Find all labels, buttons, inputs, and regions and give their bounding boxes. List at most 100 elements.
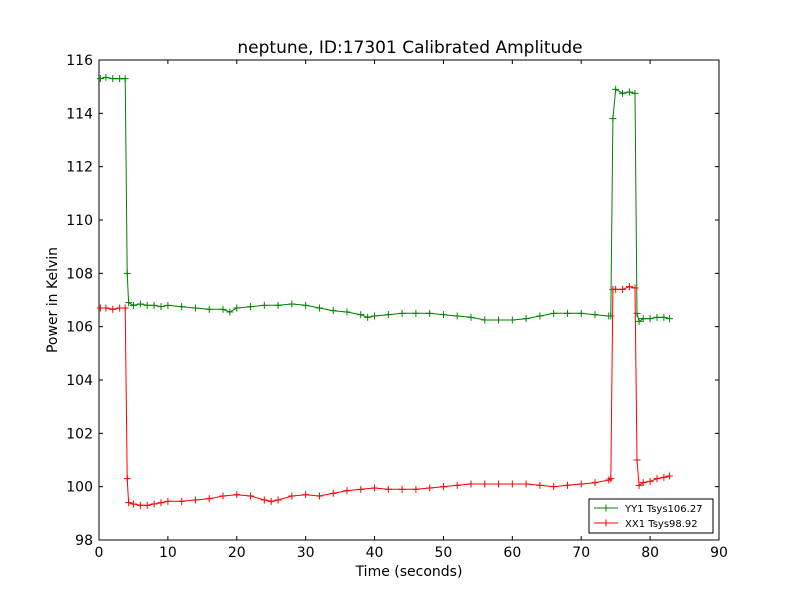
data-point <box>398 485 406 493</box>
data-point <box>121 75 129 83</box>
data-point <box>302 301 310 309</box>
data-point <box>495 316 503 324</box>
data-point <box>247 303 255 311</box>
data-point <box>467 313 475 321</box>
data-point <box>136 501 144 509</box>
data-point <box>635 481 643 489</box>
data-point <box>633 456 641 464</box>
data-point <box>607 312 615 320</box>
data-point <box>357 485 365 493</box>
data-point <box>129 301 137 309</box>
legend: YY1 Tsys106.27 XX1 Tsys98.92 <box>588 498 714 534</box>
data-point <box>96 75 104 83</box>
data-point <box>157 303 165 311</box>
data-point <box>288 300 296 308</box>
data-point <box>384 485 392 493</box>
plot-area <box>96 59 720 541</box>
data-point <box>412 485 420 493</box>
y-axis-label: Power in Kelvin <box>45 247 61 353</box>
x-tick-label: 80 <box>641 545 659 561</box>
data-point <box>591 479 599 487</box>
data-point <box>481 480 489 488</box>
data-point <box>233 304 241 312</box>
data-point <box>123 475 131 483</box>
x-tick-label: 60 <box>503 545 521 561</box>
data-point <box>315 492 323 500</box>
data-point <box>205 495 213 503</box>
data-point <box>635 317 643 325</box>
data-point <box>453 312 461 320</box>
data-point <box>274 496 282 504</box>
data-point <box>315 304 323 312</box>
y-tick-label: 108 <box>66 266 93 282</box>
data-point <box>343 487 351 495</box>
data-point <box>398 309 406 317</box>
data-point <box>178 303 186 311</box>
data-point <box>364 313 372 321</box>
x-tick-label: 90 <box>710 545 728 561</box>
legend-marker-1 <box>602 519 610 527</box>
data-point <box>612 85 620 93</box>
data-point <box>653 475 661 483</box>
data-point <box>550 309 558 317</box>
data-point <box>357 311 365 319</box>
data-point <box>329 489 337 497</box>
data-point <box>639 479 647 487</box>
data-point <box>660 473 668 481</box>
data-point <box>302 491 310 499</box>
x-tick-label: 70 <box>572 545 590 561</box>
data-point <box>125 299 133 307</box>
x-axis-label: Time (seconds) <box>355 564 463 580</box>
data-point <box>109 305 117 313</box>
data-point <box>329 307 337 315</box>
data-point <box>536 481 544 489</box>
data-point <box>453 481 461 489</box>
data-point <box>646 477 654 485</box>
data-point <box>550 483 558 491</box>
data-point <box>665 315 673 323</box>
x-tick-label: 0 <box>95 545 104 561</box>
y-tick-label: 98 <box>75 533 93 549</box>
data-point <box>591 311 599 319</box>
data-point <box>157 499 165 507</box>
y-tick-label: 110 <box>66 213 93 229</box>
data-point <box>123 269 131 277</box>
data-point <box>412 309 420 317</box>
data-point <box>247 492 255 500</box>
data-point <box>633 309 641 317</box>
data-point <box>481 316 489 324</box>
data-point <box>631 284 639 292</box>
data-point <box>121 304 129 312</box>
data-point <box>619 89 627 97</box>
data-point <box>426 484 434 492</box>
data-point <box>371 312 379 320</box>
data-point <box>143 501 151 509</box>
y-tick-label: 102 <box>66 426 93 442</box>
data-point <box>150 500 158 508</box>
data-point <box>260 301 268 309</box>
data-point <box>609 115 617 123</box>
data-point <box>288 492 296 500</box>
data-point <box>219 305 227 313</box>
data-point <box>260 496 268 504</box>
data-point <box>467 480 475 488</box>
x-tick-label: 20 <box>228 545 246 561</box>
data-point <box>191 304 199 312</box>
plot-frame <box>98 59 720 541</box>
data-point <box>508 316 516 324</box>
data-point <box>653 313 661 321</box>
data-point <box>607 475 615 483</box>
data-point <box>178 497 186 505</box>
series-layer <box>96 73 673 509</box>
y-tick-label: 106 <box>66 320 93 336</box>
x-tick-label: 50 <box>435 545 453 561</box>
y-tick-label: 112 <box>66 160 93 176</box>
data-point <box>205 305 213 313</box>
data-point <box>495 480 503 488</box>
data-point <box>191 496 199 504</box>
data-point <box>129 500 137 508</box>
chart-title: neptune, ID:17301 Calibrated Amplitude <box>237 38 582 58</box>
data-point <box>233 491 241 499</box>
data-point <box>164 301 172 309</box>
